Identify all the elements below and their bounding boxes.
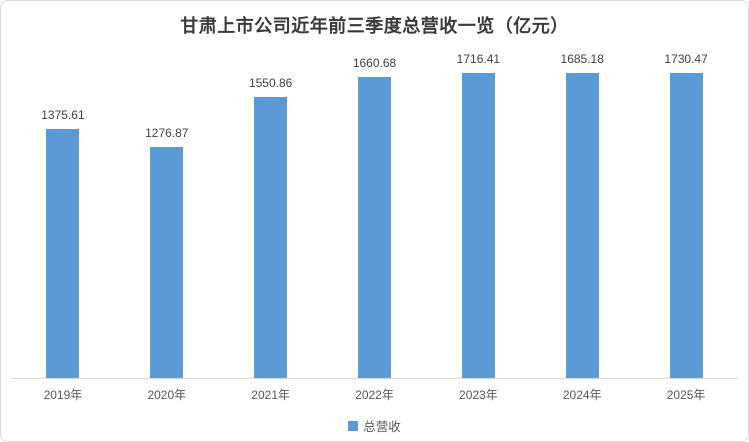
plot-area: 1375.61 1276.87 1550.86 1660.68 1716.41 1685.… (11, 52, 738, 379)
bar-group: 1276.87 (115, 52, 219, 378)
x-axis-label: 2022年 (355, 388, 394, 402)
legend-label: 总营收 (363, 420, 401, 434)
bar-value-label: 1550.86 (248, 76, 293, 91)
bar (358, 77, 391, 378)
bar-value-label: 1276.87 (145, 125, 189, 140)
x-axis-label: 2019年 (43, 388, 83, 402)
bar-group: 1716.41 (426, 52, 530, 378)
bar-group: 1730.47 (634, 52, 738, 378)
bar-value-label: 1730.47 (664, 52, 708, 66)
bar-value-label: 1660.68 (352, 56, 397, 71)
bar (565, 73, 599, 378)
x-axis-label: 2025年 (666, 388, 706, 402)
bar-value-label: 1375.61 (41, 107, 85, 122)
bar (46, 128, 80, 378)
legend: 总营收 (1, 416, 748, 435)
bar (150, 146, 184, 378)
x-axis: 2019年 2020年 2021年 2022年 2023年 2024年 2025年 (11, 379, 738, 403)
bar-value-label: 1685.18 (560, 52, 604, 66)
x-axis-label: 2021年 (251, 388, 290, 402)
bar-group: 1375.61 (11, 52, 115, 378)
bar-value-label: 1716.41 (456, 52, 501, 66)
bar (254, 97, 288, 378)
bar-group: 1550.86 (219, 52, 323, 378)
bar-group: 1685.18 (530, 52, 634, 378)
bar-group: 1660.68 (323, 52, 427, 378)
chart-title: 甘肃上市公司近年前三季度总营收一览（亿元） (180, 16, 569, 36)
bar (461, 73, 495, 378)
x-axis-label: 2023年 (459, 388, 498, 402)
legend-swatch-icon (348, 420, 359, 431)
x-axis-label: 2020年 (147, 388, 187, 402)
x-axis-label: 2024年 (562, 388, 602, 402)
bar (669, 73, 703, 378)
